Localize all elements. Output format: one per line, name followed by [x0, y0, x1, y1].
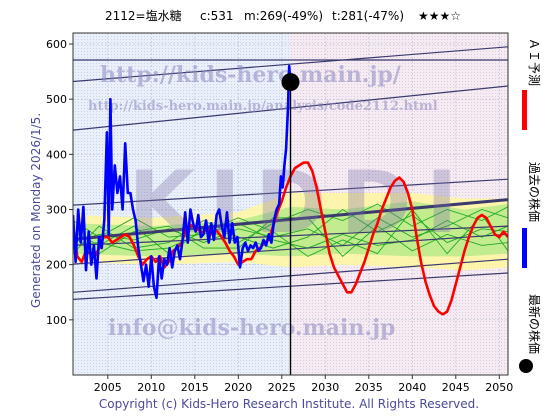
x-tick-label-2035: 2035: [355, 381, 383, 394]
y-tick-label-400: 400: [46, 148, 67, 161]
y-tick-label-100: 100: [46, 314, 67, 327]
x-tick-label-2005: 2005: [94, 381, 122, 394]
watermark-url-analysis: http://kids-hero.main.jp/analysis/code21…: [88, 99, 438, 114]
chart-title: 2112=塩水糖: [105, 8, 182, 23]
watermark-logo: KIDDI: [128, 153, 471, 253]
latest-price-marker: [281, 73, 300, 92]
rating-stars: ★★★☆: [418, 9, 461, 23]
x-tick-label-2015: 2015: [181, 381, 209, 394]
legend-ai-swatch: [522, 90, 527, 130]
watermark-email: info@kids-hero.main.jp: [108, 315, 395, 341]
x-tick-label-2010: 2010: [137, 381, 165, 394]
x-tick-label-2020: 2020: [224, 381, 252, 394]
x-tick-label-2025: 2025: [268, 381, 296, 394]
x-tick-label-2050: 2050: [485, 381, 513, 394]
legend-past-label: 過去の株価: [527, 162, 542, 222]
x-tick-label-2045: 2045: [442, 381, 470, 394]
y-tick-label-600: 600: [46, 38, 67, 51]
y-tick-label-300: 300: [46, 204, 67, 217]
median-text: m:269(-49%): [244, 9, 323, 23]
legend-latest-label: 最新の株価: [527, 294, 542, 354]
watermark-url-top: http://kids-hero.main.jp/: [100, 62, 402, 88]
y-tick-label-500: 500: [46, 93, 67, 106]
legend-ai-label: ＡＩ予測: [527, 38, 541, 86]
legend-latest-marker: [519, 359, 533, 373]
x-tick-label-2030: 2030: [311, 381, 339, 394]
now-marker: [281, 73, 300, 375]
generated-date: Generated on Monday 2026/1/5.: [29, 113, 43, 308]
channel-line-2: [73, 46, 508, 83]
axes: 2005 2010 2015 2020 2025 2030 2035 2040 2045 2050…: [46, 38, 513, 394]
plot-frame: [72, 32, 509, 376]
count-text: c:531: [200, 9, 234, 23]
legend-past-swatch: [522, 228, 527, 268]
y-tick-label-200: 200: [46, 259, 67, 272]
copyright: Copyright (c) Kids-Hero Research Institu…: [99, 397, 479, 411]
x-tick-label-2040: 2040: [398, 381, 426, 394]
series-past-price: [73, 64, 292, 300]
legend: ＡＩ予測 過去の株価 最新の株価: [519, 38, 542, 373]
target-text: t:281(-47%): [332, 9, 404, 23]
